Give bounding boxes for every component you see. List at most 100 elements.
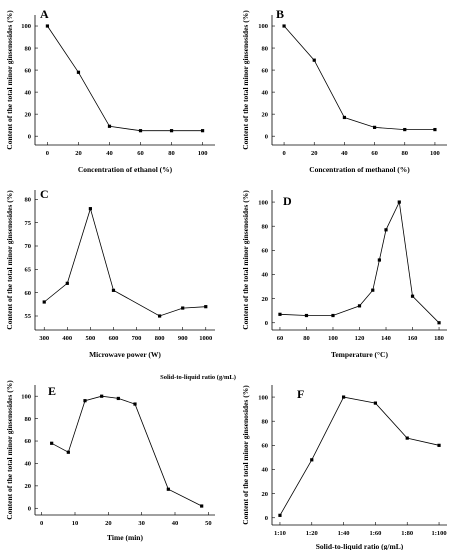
x-tick-label: 400 <box>62 335 72 342</box>
y-axis-title: Content of the total minor ginsenosides … <box>241 385 250 525</box>
data-point <box>377 258 381 262</box>
data-point <box>373 401 378 405</box>
data-point <box>433 127 437 132</box>
y-tick-label: 60 <box>262 248 269 255</box>
series-line <box>43 207 206 317</box>
y-tick-label: 20 <box>262 111 269 118</box>
x-tick-label: 0 <box>40 520 43 527</box>
series-line <box>47 25 203 132</box>
y-tick-label: 100 <box>258 23 268 30</box>
x-axis-title: Solid-to-liquid ratio (g/mL) <box>316 542 404 550</box>
x-tick-label: 60 <box>277 335 284 342</box>
x-tick-label: 100 <box>430 150 440 157</box>
data-point <box>384 228 388 232</box>
x-tick-label: 120 <box>355 335 365 342</box>
y-axis-title: Content of the total minor ginsenosides … <box>241 10 250 150</box>
y-tick-label: 20 <box>25 111 32 118</box>
data-point <box>111 288 116 292</box>
data-point <box>282 24 286 28</box>
y-tick-label: 20 <box>25 483 32 490</box>
y-tick-label: 100 <box>258 199 268 206</box>
y-tick-label: 40 <box>262 467 269 474</box>
y-tick-label: 60 <box>25 67 32 74</box>
panel-letter: B <box>276 7 284 21</box>
x-tick-label: 600 <box>109 335 119 342</box>
y-tick-label: 20 <box>262 296 269 303</box>
data-point <box>397 200 401 204</box>
y-tick-label: 0 <box>265 320 268 327</box>
data-point <box>50 441 54 445</box>
x-tick-label: 100 <box>328 335 338 342</box>
panel-letter: A <box>40 7 49 21</box>
x-axis-title: Temperature (°C) <box>331 350 388 359</box>
y-tick-label: 80 <box>25 197 32 204</box>
y-tick-label: 20 <box>262 491 269 498</box>
data-point <box>331 313 335 318</box>
x-tick-label: 20 <box>75 150 82 157</box>
chart-panel-d: 0 20 40 60 80 100 60 80 100 120 140 160 180 Temperatu… <box>241 190 447 359</box>
chart-panel-a: 0 20 40 60 80 100 0 20 40 60 80 100 Concentration of… <box>5 7 215 174</box>
x-tick-label: 60 <box>137 150 144 157</box>
data-point <box>342 115 347 120</box>
x-tick-label: 160 <box>408 335 418 342</box>
x-tick-label: 100 <box>198 150 208 157</box>
y-axis-title: Content of the total minor ginsenosides … <box>5 10 14 150</box>
data-point <box>158 314 162 318</box>
y-tick-label: 75 <box>25 220 32 227</box>
data-point <box>405 436 409 440</box>
y-tick-label: 80 <box>262 418 269 425</box>
y-tick-label: 60 <box>262 443 269 450</box>
data-point <box>310 458 314 462</box>
panel-letter: E <box>48 384 56 398</box>
x-tick-label: 30 <box>138 520 145 527</box>
y-tick-label: 80 <box>25 45 32 52</box>
data-point <box>437 443 441 447</box>
data-point <box>107 124 112 128</box>
panel-letter: D <box>283 194 292 208</box>
data-point <box>437 321 441 325</box>
series-line <box>283 25 435 131</box>
y-tick-label: 40 <box>25 89 32 96</box>
y-tick-label: 0 <box>28 505 31 512</box>
y-tick-label: 40 <box>262 89 269 96</box>
data-point <box>200 129 205 133</box>
panel-letter: C <box>40 187 49 201</box>
y-tick-label: 0 <box>265 515 268 522</box>
data-point <box>304 313 309 318</box>
y-tick-label: 60 <box>262 67 269 74</box>
x-axis-title: Time (min) <box>107 533 143 542</box>
data-point <box>371 288 375 292</box>
data-point <box>403 127 407 132</box>
x-axis-title: Concentration of ethanol (%) <box>78 165 173 174</box>
data-point <box>138 129 143 133</box>
series-line <box>279 200 440 324</box>
data-point <box>166 487 170 491</box>
data-point <box>116 396 120 401</box>
x-axis-title: Concentration of methanol (%) <box>309 165 410 174</box>
x-tick-label: 10 <box>72 520 79 527</box>
data-point <box>133 402 137 406</box>
data-point <box>45 24 50 28</box>
x-tick-label: 700 <box>132 335 142 342</box>
x-tick-label: 50 <box>205 520 212 527</box>
x-tick-label: 1:10 <box>274 530 286 537</box>
data-point <box>100 394 104 398</box>
x-tick-label: 180 <box>434 335 444 342</box>
y-tick-label: 100 <box>21 23 31 30</box>
x-tick-label: 80 <box>402 150 409 157</box>
x-tick-label: 0 <box>46 150 49 157</box>
data-point <box>66 450 70 454</box>
chart-panel-c: 55 60 65 70 75 80 300 400 500 600 700 800 900 1000 Mic… <box>5 187 215 359</box>
x-tick-label: 900 <box>178 335 188 342</box>
x-tick-label: 40 <box>341 150 348 157</box>
y-tick-label: 60 <box>25 438 32 445</box>
chart-panel-b: 0 20 40 60 80 100 0 20 40 60 80 100 Concentration of… <box>241 7 447 174</box>
data-point <box>357 304 362 308</box>
data-point <box>204 305 208 309</box>
y-tick-label: 0 <box>28 133 31 140</box>
y-tick-label: 70 <box>25 243 32 250</box>
series-line <box>51 395 202 507</box>
x-tick-label: 20 <box>311 150 318 157</box>
data-point <box>76 70 81 74</box>
